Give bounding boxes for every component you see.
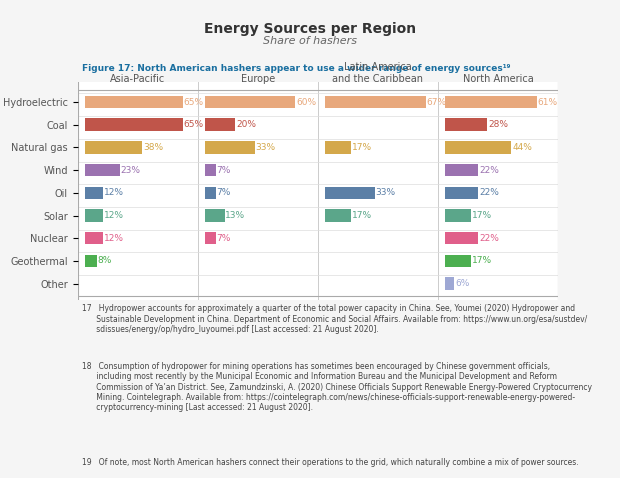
Text: Latin America
and the Caribbean: Latin America and the Caribbean [332,62,423,84]
Text: 8%: 8% [98,256,112,265]
Text: 38%: 38% [143,143,163,152]
Bar [445,277,454,290]
Text: 61%: 61% [538,98,558,107]
Bar [85,164,120,176]
Text: 6%: 6% [455,279,469,288]
Text: 18   Consumption of hydropower for mining operations has sometimes been encourag: 18 Consumption of hydropower for mining … [82,362,592,413]
Text: 20%: 20% [236,120,256,129]
Bar [326,209,351,222]
Text: 12%: 12% [104,234,124,243]
Text: 65%: 65% [184,98,203,107]
Bar [326,96,426,108]
Text: 22%: 22% [479,188,499,197]
Bar [326,141,351,153]
Bar [205,141,255,153]
Bar [445,141,511,153]
Text: 12%: 12% [104,211,124,220]
Text: Figure 17: North American hashers appear to use a wider range of energy sources¹: Figure 17: North American hashers appear… [82,64,511,73]
Bar [85,209,103,222]
Bar [85,255,97,267]
Bar [85,186,103,199]
Text: 67%: 67% [427,98,447,107]
Text: 12%: 12% [104,188,124,197]
Bar [205,232,216,244]
Bar [85,96,183,108]
Text: 60%: 60% [296,98,316,107]
Text: 17%: 17% [472,256,492,265]
Bar [445,209,471,222]
Bar [445,164,479,176]
Bar [85,232,103,244]
Text: 17%: 17% [352,143,371,152]
Text: Share of hashers: Share of hashers [263,36,357,46]
Bar [205,209,224,222]
Text: 23%: 23% [120,165,140,174]
Text: 33%: 33% [255,143,275,152]
Text: 7%: 7% [216,165,231,174]
Bar [445,96,537,108]
Bar [445,232,479,244]
Text: Europe: Europe [241,74,275,84]
Bar [85,141,142,153]
Text: 33%: 33% [376,188,396,197]
Text: 17%: 17% [352,211,371,220]
Text: 7%: 7% [216,188,231,197]
Text: 17%: 17% [472,211,492,220]
Text: 13%: 13% [226,211,246,220]
Bar [445,119,487,131]
Bar [205,186,216,199]
Text: 19   Of note, most North American hashers connect their operations to the grid, : 19 Of note, most North American hashers … [82,457,579,467]
Bar [205,119,235,131]
Text: 17   Hydropower accounts for approximately a quarter of the total power capacity: 17 Hydropower accounts for approximately… [82,304,588,334]
Text: 22%: 22% [479,165,499,174]
Text: 28%: 28% [488,120,508,129]
Text: 65%: 65% [184,120,203,129]
Bar [205,164,216,176]
Bar [85,119,183,131]
Text: 7%: 7% [216,234,231,243]
Text: 22%: 22% [479,234,499,243]
Text: 44%: 44% [512,143,532,152]
Bar [205,96,295,108]
Text: North America: North America [463,74,533,84]
Text: Energy Sources per Region: Energy Sources per Region [204,22,416,35]
Bar [445,186,479,199]
Bar [445,255,471,267]
Bar [326,186,375,199]
Text: Asia-Pacific: Asia-Pacific [110,74,165,84]
